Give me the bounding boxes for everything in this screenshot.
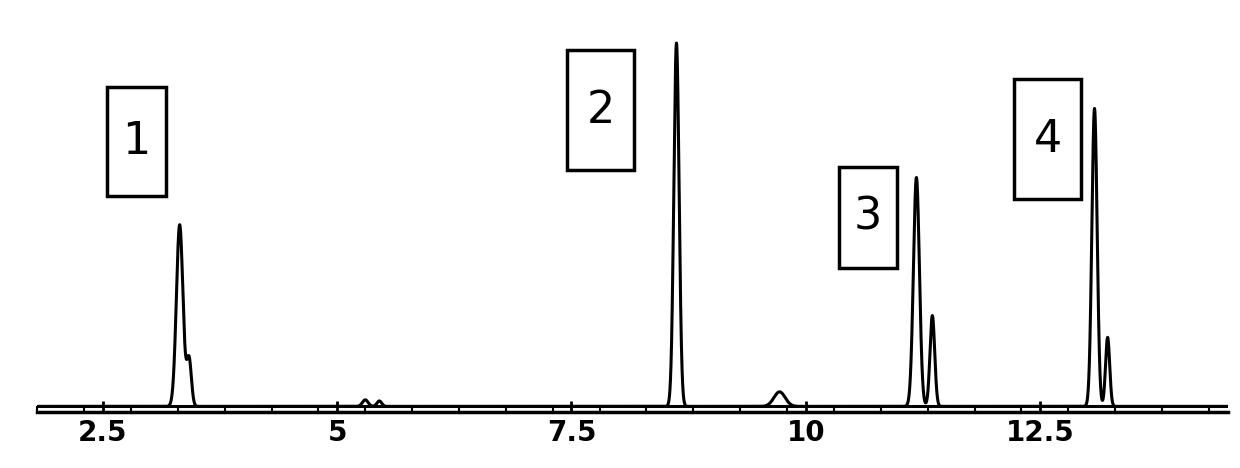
Text: 1: 1 bbox=[123, 120, 151, 163]
Bar bbox=[108, 87, 166, 196]
Bar bbox=[1014, 80, 1081, 199]
Text: 2: 2 bbox=[587, 89, 615, 132]
Text: 3: 3 bbox=[853, 196, 882, 239]
Bar bbox=[567, 51, 635, 170]
Bar bbox=[838, 167, 897, 268]
Text: 4: 4 bbox=[1033, 118, 1061, 161]
